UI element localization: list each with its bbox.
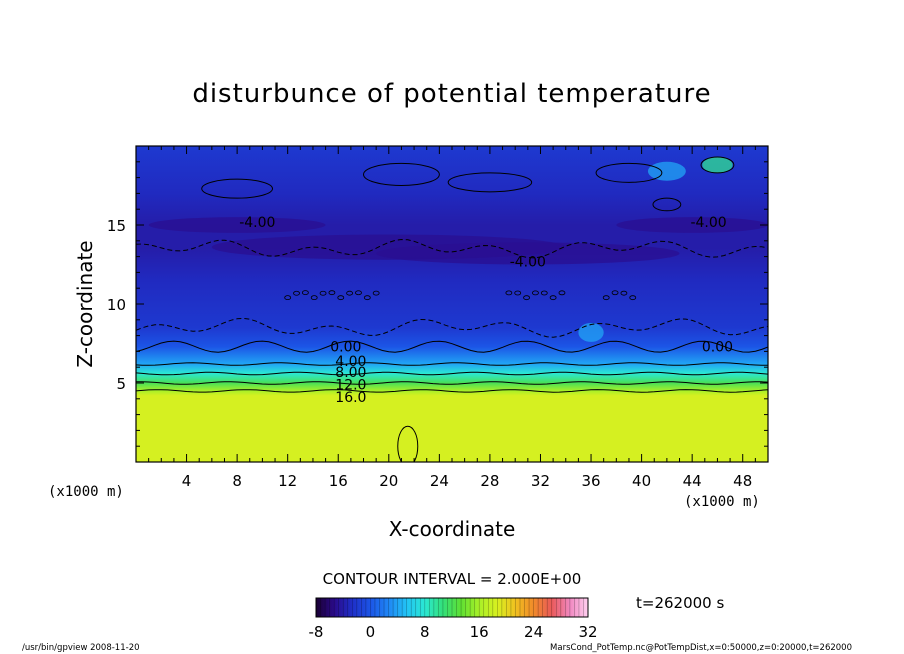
x-tick-label: 12 [278,472,297,490]
contour-loop [700,156,735,174]
colorbar-tick-label: 0 [366,623,376,641]
contour-speck [523,295,530,301]
contour-speck [363,295,371,301]
field-background [136,146,768,462]
contour-loop [397,425,419,462]
colorbar-fill [316,598,588,617]
anomaly-patch [376,242,680,265]
anomaly-patch [647,161,686,181]
contour-speck [532,290,539,296]
contour-lines [136,156,768,462]
contour-loop [595,162,663,183]
x-tick-label: 48 [733,472,752,490]
colorbar-stripes [320,598,584,617]
x-tick-label: 40 [632,472,651,490]
contour-line [136,371,768,376]
anomaly-patch [148,217,326,233]
contour-label: 0.00 [702,340,733,356]
anomaly-patch [702,157,733,173]
contour-speck [540,290,548,296]
contour-speck [284,295,292,301]
contour-speck [293,290,300,296]
time-label: t=262000 s [636,594,724,612]
contour-speck [549,295,557,301]
contour-label: -4.00 [239,215,275,231]
contour-line [136,317,768,338]
colorbar-ticks: -8 0 8 16 24 32 [309,623,598,641]
x-tick-label: 20 [379,472,398,490]
contour-label: -4.00 [510,254,546,270]
contour-loop [201,178,274,199]
contour-speck [337,295,345,301]
contour-line [136,238,768,259]
y-axis-unit: (x1000 m) [48,484,124,500]
y-tick-label: 5 [116,375,126,393]
contour-speck [514,290,522,296]
x-tick-label: 28 [480,472,499,490]
x-axis-ticks: 4 8 12 16 20 24 28 32 36 40 44 48 [135,146,769,490]
colorbar-tick-label: -8 [309,623,324,641]
contour-label: -4.00 [690,215,726,231]
y-tick-label: 15 [107,217,126,235]
contour-line [136,381,768,385]
plot-area [136,146,768,462]
contour-loop [363,162,440,187]
contour-loop [447,172,533,193]
contour-label: 4.00 [335,354,366,370]
x-tick-label: 24 [430,472,449,490]
y-axis-label: Z-coordinate [73,240,97,367]
x-tick-label: 36 [581,472,600,490]
contour-speck [355,290,362,296]
contour-speck [372,290,380,296]
x-tick-label: 44 [683,472,702,490]
contour-label: 16.0 [335,390,366,406]
contour-loop [652,197,682,212]
contour-speck [346,290,354,296]
x-tick-label: 16 [329,472,348,490]
anomaly-patches [148,157,768,342]
contour-speck [620,290,628,296]
contour-speck [310,295,318,301]
x-axis-unit: (x1000 m) [684,494,760,510]
y-axis-ticks: 5 10 15 [107,145,768,463]
contour-speck [602,295,610,301]
colorbar: -8 0 8 16 24 32 [309,597,598,641]
anomaly-patch [578,322,604,342]
contour-speck [505,290,513,296]
contour-label: 12.0 [335,378,366,394]
contour-line [136,389,768,393]
colorbar-tick-label: 24 [524,623,543,641]
footer-right: MarsCond_PotTemp.nc@PotTempDist,x=0:5000… [550,643,852,653]
contour-speck [629,295,637,301]
contour-speck [558,290,566,296]
x-axis-label: X-coordinate [389,517,516,541]
chart-title: disturbunce of potential temperature [192,79,711,109]
y-tick-label: 10 [107,296,126,314]
x-tick-label: 32 [531,472,550,490]
footer-left: /usr/bin/gpview 2008-11-20 [22,643,140,653]
contour-label: 8.00 [335,365,366,381]
colorbar-tick-label: 16 [470,623,489,641]
contour-speck [611,290,619,296]
contour-label: 0.00 [330,340,361,356]
colorbar-tick-label: 32 [578,623,597,641]
anomaly-patch [616,217,768,233]
contour-speck [319,290,327,296]
contour-speck [328,290,336,296]
contour-speck [301,290,309,296]
contour-line [136,340,768,353]
colorbar-tick-label: 8 [420,623,430,641]
colorbar-frame [315,597,589,618]
x-tick-label: 8 [232,472,242,490]
contour-line [136,362,768,366]
contour-interval-label: CONTOUR INTERVAL = 2.000E+00 [323,570,582,588]
x-tick-label: 4 [182,472,192,490]
